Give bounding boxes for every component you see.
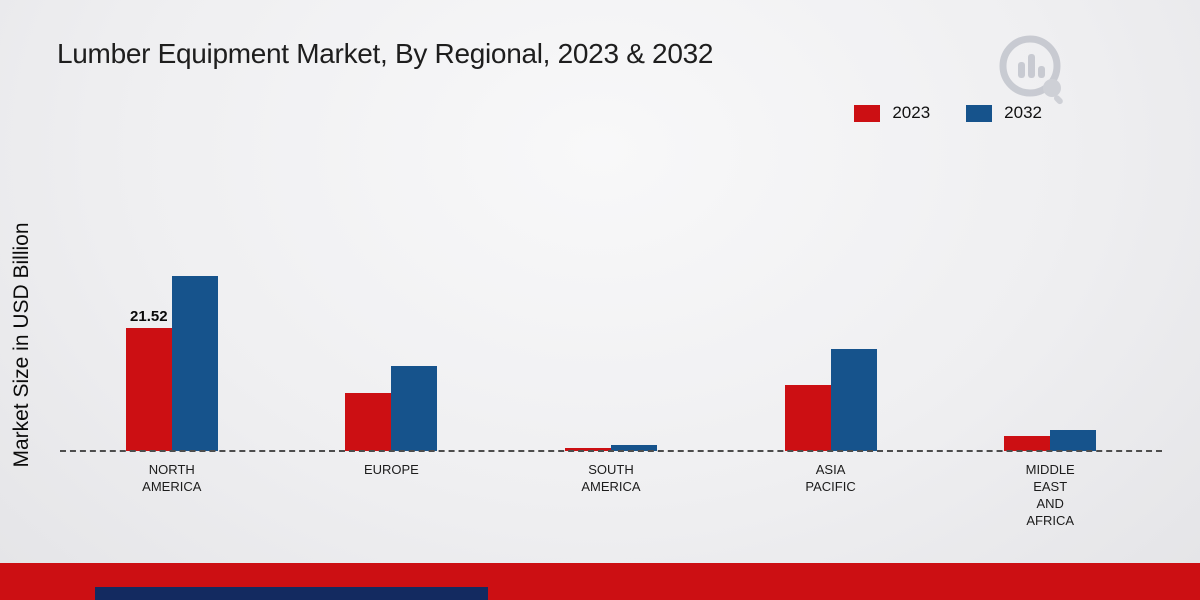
bar-group-south-america: SOUTH AMERICA <box>564 445 657 494</box>
bar-group-north-america: 21.52 NORTH AMERICA <box>125 275 218 494</box>
bar-2023-middle-east-and-africa <box>1004 436 1051 451</box>
legend-swatch-2032 <box>966 104 993 122</box>
category-label-south-america: SOUTH AMERICA <box>581 462 641 494</box>
category-label-europe: EUROPE <box>363 462 419 477</box>
legend-label-2023: 2023 <box>892 103 931 122</box>
legend-item-2023[interactable]: 2023 <box>854 103 930 123</box>
bar-2032-north-america <box>171 275 218 451</box>
category-label-middle-east-and-africa: MIDDLE EAST AND AFRICA <box>1025 462 1075 528</box>
bar-2032-europe <box>391 365 438 451</box>
bar-group-asia-pacific: ASIA PACIFIC <box>784 349 877 494</box>
legend: 2023 2032 <box>854 103 1042 123</box>
data-label-2023-north-america: 21.52 <box>130 308 168 326</box>
page-title: Lumber Equipment Market, By Regional, 20… <box>57 38 714 69</box>
bar-group-europe: EUROPE <box>345 365 438 477</box>
x-axis-baseline <box>60 450 1162 452</box>
legend-item-2032[interactable]: 2032 <box>966 103 1042 123</box>
bar-2023-asia-pacific <box>784 384 831 451</box>
y-axis-label: Market Size in USD Billion <box>10 222 33 468</box>
footer-navy-strip <box>95 587 488 600</box>
bar-2023-europe <box>345 392 392 451</box>
category-label-north-america: NORTH AMERICA <box>142 462 202 494</box>
category-label-asia-pacific: ASIA PACIFIC <box>805 462 856 494</box>
bar-2032-asia-pacific <box>830 349 877 451</box>
bar-2023-south-america <box>564 447 611 451</box>
bar-2032-middle-east-and-africa <box>1050 430 1097 451</box>
plot-area: 21.52 NORTH AMERICA EUROPE SOUTH AMERICA ASIA P… <box>62 131 1160 528</box>
legend-swatch-2023 <box>854 104 881 122</box>
bar-2032-south-america <box>610 445 657 451</box>
market-research-logo-icon <box>999 35 1063 105</box>
bar-2023-north-america: 21.52 <box>125 308 172 451</box>
bar-group-middle-east-and-africa: MIDDLE EAST AND AFRICA <box>1004 430 1097 528</box>
legend-label-2032: 2032 <box>1004 103 1042 122</box>
